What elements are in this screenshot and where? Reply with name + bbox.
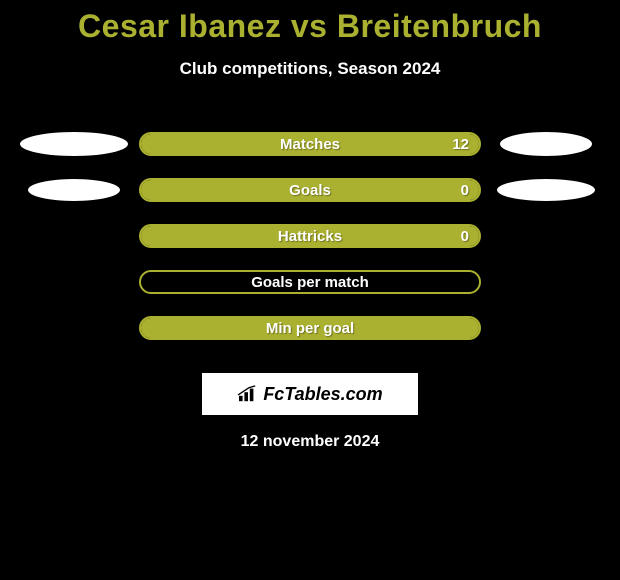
ellipse-icon [500, 132, 592, 156]
stat-label: Goals [141, 180, 479, 200]
right-ellipse-slot [491, 132, 601, 156]
stat-label: Min per goal [141, 318, 479, 338]
stat-value-right: 0 [461, 180, 469, 200]
stat-row: Goals0 [0, 167, 620, 213]
date-text: 12 november 2024 [0, 433, 620, 451]
logo-text: FcTables.com [263, 384, 382, 405]
stat-label: Matches [141, 134, 479, 154]
stat-rows: Matches12Goals0Hattricks0Goals per match… [0, 121, 620, 351]
left-ellipse-slot [19, 132, 129, 156]
ellipse-icon [20, 132, 128, 156]
infographic-canvas: Cesar Ibanez vs Breitenbruch Club compet… [0, 0, 620, 580]
stat-row: Goals per match [0, 259, 620, 305]
stat-row: Matches12 [0, 121, 620, 167]
logo-box: FcTables.com [202, 373, 418, 415]
stat-value-right: 12 [452, 134, 469, 154]
stat-row: Min per goal [0, 305, 620, 351]
right-ellipse-slot [491, 179, 601, 201]
stat-bar: Min per goal [139, 316, 481, 340]
stat-bar: Goals per match [139, 270, 481, 294]
stat-row: Hattricks0 [0, 213, 620, 259]
ellipse-icon [497, 179, 595, 201]
stat-value-right: 0 [461, 226, 469, 246]
stat-label: Hattricks [141, 226, 479, 246]
stat-bar: Goals0 [139, 178, 481, 202]
subtitle: Club competitions, Season 2024 [0, 59, 620, 79]
stat-label: Goals per match [141, 272, 479, 292]
bar-chart-icon [237, 385, 259, 403]
left-ellipse-slot [19, 179, 129, 201]
stat-bar: Matches12 [139, 132, 481, 156]
page-title: Cesar Ibanez vs Breitenbruch [0, 0, 620, 45]
stat-bar: Hattricks0 [139, 224, 481, 248]
ellipse-icon [28, 179, 120, 201]
